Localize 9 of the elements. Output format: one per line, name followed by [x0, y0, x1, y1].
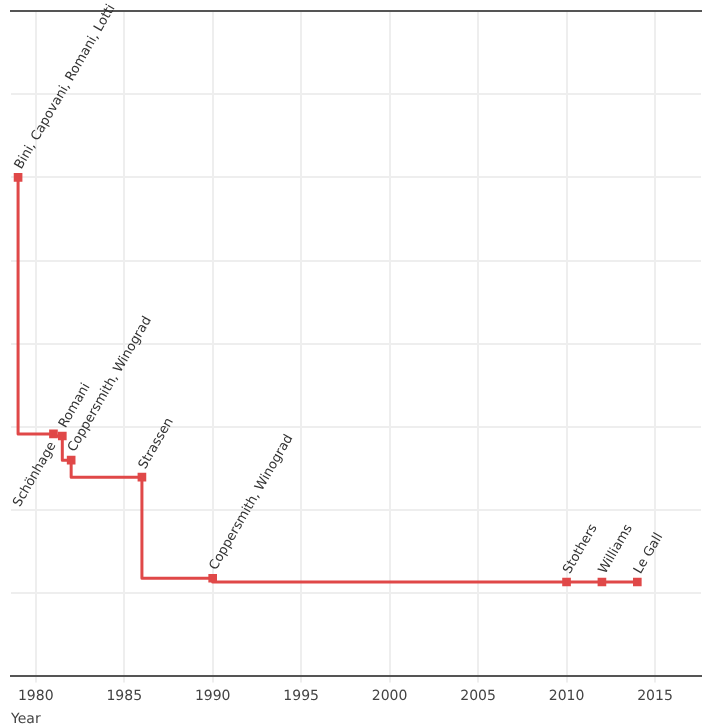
point	[57, 431, 67, 441]
point	[137, 472, 147, 482]
point	[597, 577, 607, 587]
point	[632, 577, 642, 587]
point	[208, 573, 218, 583]
point	[562, 577, 571, 587]
point	[13, 173, 23, 182]
point	[49, 429, 58, 439]
point	[66, 455, 76, 465]
